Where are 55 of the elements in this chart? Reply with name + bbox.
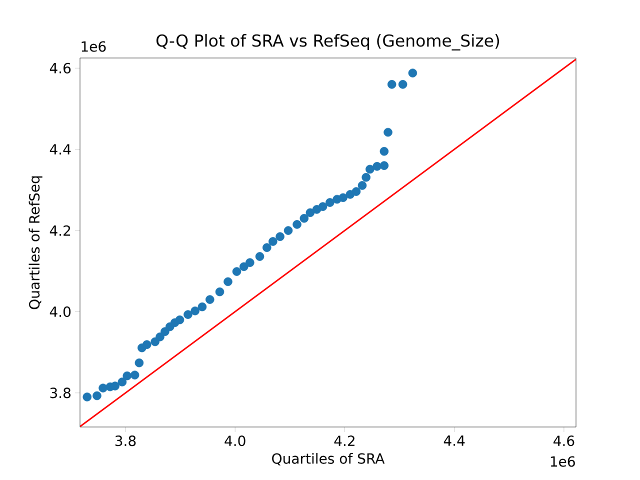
point [268,237,278,246]
point [184,310,192,319]
text: 1e6 [550,456,575,467]
x-tick-label: 3.8 [115,436,136,446]
point [326,198,334,207]
point [384,128,392,137]
chart-title: Q-Q Plot of SRA vs RefSeq (Genome_Size) [156,34,500,50]
point [198,302,207,312]
point [122,371,132,380]
point [380,161,389,170]
point [246,258,254,267]
point [387,80,396,89]
point [255,252,264,261]
point [205,295,214,304]
point [300,214,309,223]
point [292,220,302,229]
point [175,315,184,324]
point [134,358,144,368]
y-tick-label: 3.8 [50,388,71,398]
x-axis-title: Quartiles of SRA [272,452,385,466]
point [262,243,272,252]
point [239,262,248,272]
point [224,277,232,286]
point [380,146,389,156]
point [358,181,367,190]
point [284,226,293,235]
point [338,193,348,202]
y-tick-label: 4.2 [50,225,70,236]
point [318,202,328,211]
x-tick-label: 4.4 [444,436,465,446]
x-tick-label: 4.2 [334,436,354,446]
y-tick-label: 4.0 [50,306,71,318]
point [215,287,224,296]
point [82,392,92,402]
point [160,327,170,336]
point [232,267,242,276]
point [306,208,315,218]
point [352,187,361,196]
point [130,370,140,380]
x-tick-label: 4.6 [554,436,574,446]
y-axis-title: Quartiles of RefSeq [28,176,42,310]
point [98,384,108,392]
point [142,340,152,349]
point [190,306,200,316]
y-tick-label: 4.6 [50,62,71,74]
y-tick-label: 4.4 [50,144,71,154]
text: 1e6 [82,41,106,52]
point [276,232,284,242]
point [408,68,418,78]
point [118,378,127,386]
point [366,164,374,174]
point [398,80,408,89]
point [362,172,370,182]
x-tick-label: 4.0 [224,436,246,446]
point [92,391,102,400]
